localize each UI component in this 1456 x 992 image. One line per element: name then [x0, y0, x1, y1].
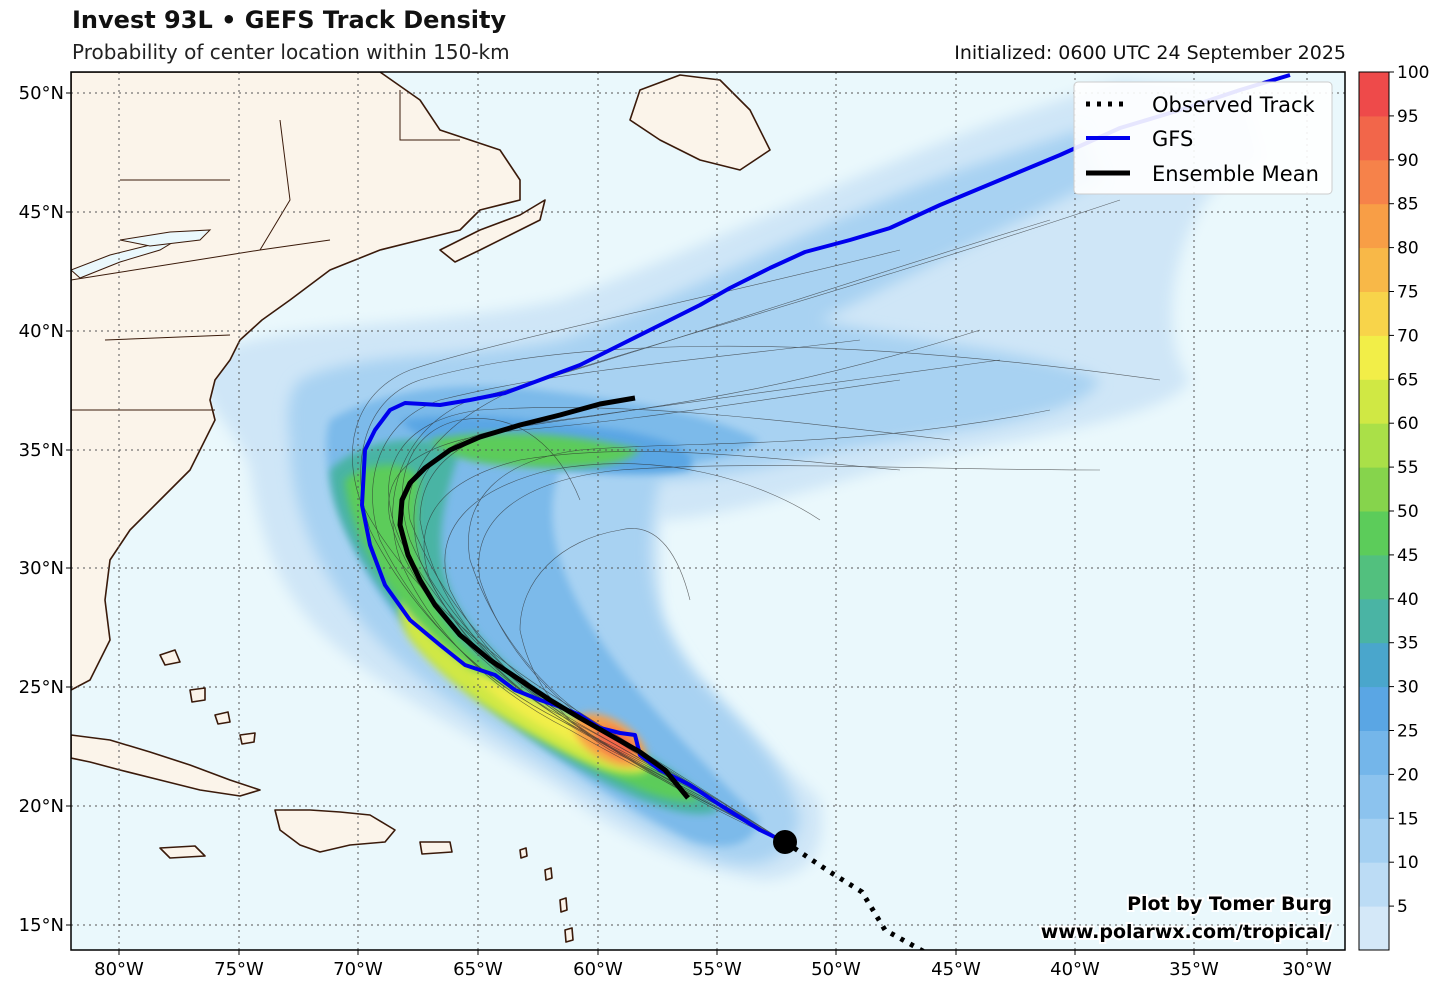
- colorbar-segment: [1359, 247, 1389, 292]
- colorbar-label: 80: [1397, 239, 1419, 259]
- ensemble-member-tracks: [352, 199, 1161, 843]
- colorbar-segment: [1359, 467, 1389, 512]
- colorbar-segment: [1359, 598, 1389, 644]
- credit-url: www.polarwx.com/tropical/: [1041, 921, 1332, 943]
- lat-label: 35°N: [19, 440, 64, 461]
- ensemble-mean-track: [397, 395, 690, 800]
- colorbar-segment: [1359, 686, 1389, 731]
- lakes: [71, 229, 212, 279]
- colorbar-label: 60: [1397, 414, 1419, 434]
- land-cuba: [71, 734, 261, 797]
- colorbar-label: 35: [1397, 634, 1419, 654]
- lon-label: 60°W: [573, 959, 623, 980]
- colorbar-label: 45: [1397, 546, 1419, 566]
- lon-label: 40°W: [1050, 959, 1100, 980]
- land-jamaica: [159, 845, 206, 859]
- colorbar-label: 10: [1397, 853, 1419, 873]
- land-north-america: [71, 72, 521, 691]
- colorbar-segment: [1359, 818, 1389, 863]
- latitude-labels: 50°N 45°N 40°N 35°N 30°N 25°N 20°N 15°N: [19, 83, 64, 936]
- colorbar-label: 30: [1397, 678, 1419, 698]
- colorbar-label: 20: [1397, 765, 1419, 785]
- admin-borders: [71, 90, 460, 411]
- colorbar-segment: [1359, 379, 1389, 424]
- land-puerto-rico: [419, 841, 453, 855]
- colorbar-segment: [1359, 423, 1389, 468]
- colorbar-segment: [1359, 203, 1389, 249]
- colorbar: 5 10 15 20 25 30 35 40 45 50 55 60 65 70 75 80 85 90 95 100: [1358, 63, 1429, 951]
- colorbar-label: 25: [1397, 722, 1419, 742]
- lat-label: 30°N: [19, 558, 64, 579]
- lon-label: 45°W: [931, 959, 981, 980]
- lon-label: 35°W: [1169, 959, 1219, 980]
- land-nova-scotia: [439, 199, 546, 263]
- colorbar-segment: [1359, 511, 1389, 556]
- lon-label: 70°W: [333, 959, 383, 980]
- lon-label: 65°W: [453, 959, 503, 980]
- gridlines: [71, 72, 1345, 950]
- chart-subtitle: Probability of center location within 15…: [72, 40, 510, 64]
- colorbar-label: 95: [1397, 107, 1419, 127]
- lat-label: 40°N: [19, 321, 64, 342]
- credit: Plot by Tomer Burg www.polarwx.com/tropi…: [1039, 891, 1334, 945]
- lat-label: 20°N: [19, 796, 64, 817]
- lat-label: 15°N: [19, 915, 64, 936]
- lon-label: 50°W: [811, 959, 861, 980]
- chart-title: Invest 93L • GEFS Track Density: [72, 6, 507, 34]
- colorbar-segment: [1359, 554, 1389, 600]
- colorbar-segment: [1359, 335, 1389, 380]
- observed-track: [783, 839, 927, 950]
- colorbar-segment: [1359, 862, 1389, 907]
- colorbar-segment: [1359, 159, 1389, 205]
- colorbar-label: 50: [1397, 502, 1419, 522]
- initialized-time: Initialized: 0600 UTC 24 September 2025: [954, 42, 1346, 64]
- legend-gfs-label: GFS: [1152, 127, 1193, 151]
- lon-label: 75°W: [214, 959, 264, 980]
- colorbar-label: 100: [1397, 63, 1429, 83]
- gfs-track: [360, 73, 1291, 844]
- colorbar-label: 90: [1397, 151, 1419, 171]
- colorbar-label: 40: [1397, 590, 1419, 610]
- lat-label: 50°N: [19, 83, 64, 104]
- longitude-labels: 80°W 75°W 70°W 65°W 60°W 55°W 50°W 45°W …: [94, 959, 1332, 980]
- legend-mean-label: Ensemble Mean: [1152, 162, 1319, 186]
- current-position-marker: [773, 830, 797, 854]
- colorbar-segment: [1359, 730, 1389, 775]
- colorbar-segment: [1359, 115, 1389, 161]
- colorbar-segment: [1359, 291, 1389, 336]
- legend-observed-label: Observed Track: [1152, 93, 1315, 117]
- lon-label: 80°W: [94, 959, 144, 980]
- lat-label: 45°N: [19, 202, 64, 223]
- colorbar-label: 75: [1397, 283, 1419, 303]
- colorbar-label: 85: [1397, 195, 1419, 215]
- land-hispaniola: [274, 809, 396, 853]
- colorbar-segment: [1359, 774, 1389, 819]
- colorbar-segment: [1359, 642, 1389, 688]
- colorbar-label: 65: [1397, 370, 1419, 390]
- land: [71, 72, 771, 943]
- colorbar-segment: [1359, 906, 1389, 951]
- legend: Observed Track GFS Ensemble Mean: [1073, 81, 1333, 195]
- lon-label: 30°W: [1282, 959, 1332, 980]
- colorbar-segment: [1359, 72, 1389, 117]
- colorbar-label: 55: [1397, 458, 1419, 478]
- credit-author: Plot by Tomer Burg: [1127, 893, 1332, 915]
- lon-label: 55°W: [692, 959, 742, 980]
- colorbar-label: 15: [1397, 809, 1419, 829]
- land-newfoundland: [629, 74, 771, 171]
- colorbar-label: 70: [1397, 326, 1419, 346]
- lat-label: 25°N: [19, 677, 64, 698]
- colorbar-label: 5: [1397, 897, 1408, 917]
